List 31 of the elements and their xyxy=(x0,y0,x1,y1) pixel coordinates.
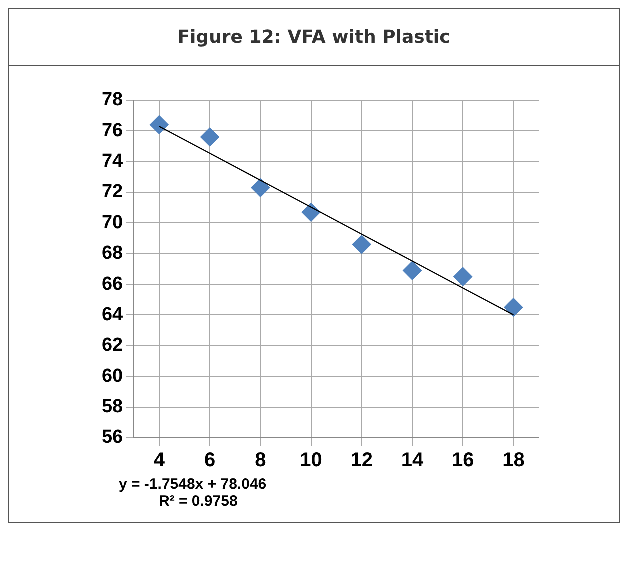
point xyxy=(454,267,473,286)
x-tick-label: 18 xyxy=(502,450,525,472)
y-tick-label: 68 xyxy=(102,243,124,264)
point xyxy=(504,298,524,318)
y-tick-label: 62 xyxy=(102,335,124,356)
x-tick-label: 4 xyxy=(154,450,166,472)
y-tick-label: 60 xyxy=(102,366,124,387)
y-tick-label: 78 xyxy=(102,90,124,111)
point xyxy=(251,178,270,198)
y-tick-label: 66 xyxy=(102,274,124,295)
x-tick-label: 8 xyxy=(255,450,266,472)
y-tick-label: 56 xyxy=(102,427,124,448)
x-tick-label: 12 xyxy=(350,450,373,472)
point xyxy=(402,261,422,280)
x-tick-label: 10 xyxy=(300,450,322,472)
x-tick-label: 14 xyxy=(401,450,424,472)
chart-title: Figure 12: VFA with Plastic xyxy=(9,9,619,66)
point xyxy=(302,202,321,222)
text: R² = 0.9758 xyxy=(158,493,239,510)
x-tick-label: 6 xyxy=(204,450,216,472)
y-tick-label: 76 xyxy=(102,120,124,142)
y-tick-label: 74 xyxy=(102,151,124,172)
point xyxy=(150,115,169,134)
y-tick-label: 72 xyxy=(102,182,124,203)
y-tick-label: 70 xyxy=(102,212,124,234)
x-tick-label: 16 xyxy=(452,450,474,472)
text: y = -1.7548x + 78.046 xyxy=(119,476,268,493)
point xyxy=(200,128,220,147)
point xyxy=(352,235,372,254)
y-tick-label: 64 xyxy=(102,304,124,326)
y-tick-label: 58 xyxy=(102,396,124,418)
